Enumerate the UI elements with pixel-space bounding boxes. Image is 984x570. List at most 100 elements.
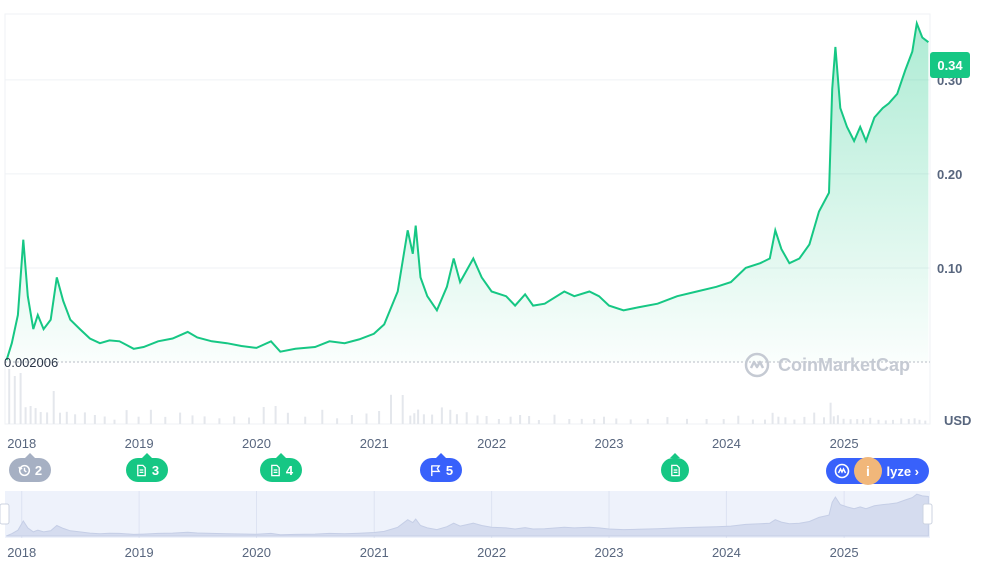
volume-bar: [83, 412, 86, 424]
volume-bar: [476, 415, 479, 424]
coinmarketcap-logo-icon: [744, 352, 770, 378]
volume-bar: [191, 415, 194, 424]
x-tick-label: 2025: [830, 436, 859, 451]
event-badge[interactable]: 2: [9, 453, 51, 482]
coinmarketcap-logo-icon: [834, 463, 850, 479]
volume-bar: [321, 409, 324, 424]
volume-bar: [401, 395, 404, 424]
start-price-label: 0.002006: [4, 355, 58, 370]
volume-bar: [777, 416, 780, 424]
volume-bar: [686, 418, 688, 424]
flag-icon: [429, 464, 442, 477]
navigator-area: [6, 493, 929, 537]
volume-bar: [907, 419, 910, 424]
volume-bar: [771, 412, 774, 424]
navigator-x-tick-label: 2018: [7, 545, 36, 560]
navigator-x-tick-label: 2022: [477, 545, 506, 560]
navigator-x-tick-label: 2020: [242, 545, 271, 560]
volume-bar: [924, 420, 927, 424]
volume-bar: [913, 418, 916, 424]
volume-bar: [646, 418, 649, 424]
volume-bar: [842, 418, 845, 424]
info-dot[interactable]: i: [854, 457, 882, 485]
volume-bar: [892, 419, 894, 424]
x-tick-label: 2023: [595, 436, 624, 451]
volume-bar: [74, 414, 77, 424]
x-tick-label: 2020: [242, 436, 271, 451]
volume-bar: [784, 417, 787, 425]
x-tick-label: 2022: [477, 436, 506, 451]
currency-label: USD: [944, 413, 972, 428]
volume-bar: [262, 407, 265, 424]
current-price-label: 0.34: [930, 52, 970, 78]
volume-bar: [103, 416, 106, 424]
x-tick-label: 2018: [7, 436, 36, 451]
volume-bar: [431, 414, 434, 424]
volume-bar: [793, 419, 796, 424]
start-price-value: 0.002006: [4, 355, 59, 370]
volume-bar: [862, 419, 865, 424]
volume-bar: [39, 412, 42, 424]
info-dot-label: i: [866, 463, 870, 479]
volume-bar: [836, 415, 839, 424]
volume-bar: [918, 419, 921, 425]
volume-bar: [336, 418, 339, 424]
volume-bar: [737, 415, 740, 424]
volume-bar: [378, 411, 381, 424]
volume-bar: [137, 416, 140, 424]
volume-bar: [350, 415, 353, 424]
volume-bar: [440, 407, 443, 424]
event-badge[interactable]: [661, 453, 689, 482]
volume-bar: [46, 412, 49, 424]
volume-bar: [722, 419, 725, 424]
navigator-x-tick-label: 2021: [360, 545, 389, 560]
price-area: [6, 23, 929, 363]
volume-bar: [390, 394, 392, 424]
volume-bar: [568, 419, 571, 424]
document-icon: [269, 464, 282, 477]
volume-bar: [248, 417, 250, 424]
volume-bar: [286, 412, 289, 424]
event-badge[interactable]: 5: [420, 453, 462, 482]
volume-bar: [519, 415, 522, 424]
volume-bar: [449, 409, 452, 425]
volume-bar: [509, 416, 512, 424]
analyze-button-label: lyze ›: [886, 463, 919, 479]
volume-bar: [485, 416, 488, 424]
navigator-right-handle[interactable]: [922, 503, 933, 525]
volume-bar: [593, 419, 596, 424]
volume-bar: [59, 412, 61, 424]
navigator-x-tick-label: 2019: [125, 545, 154, 560]
volume-bar: [553, 414, 556, 424]
volume-bar: [900, 418, 903, 424]
volume-bar: [869, 417, 872, 424]
volume-bar: [603, 416, 605, 424]
volume-bar: [615, 418, 618, 424]
volume-bar: [705, 419, 708, 424]
volume-bar: [764, 419, 766, 424]
volume-bar: [856, 419, 859, 424]
volume-bar: [13, 376, 16, 424]
volume-bar: [455, 414, 458, 424]
event-badge[interactable]: 4: [260, 453, 302, 482]
volume-bar: [19, 373, 22, 424]
watermark-text: CoinMarketCap: [778, 354, 911, 375]
volume-bar: [629, 419, 632, 424]
volume-bar: [422, 414, 425, 424]
volume-bar: [113, 419, 116, 424]
volume-bar: [164, 416, 167, 424]
volume-bar: [29, 406, 32, 424]
volume-bar: [803, 416, 806, 424]
volume-bar: [179, 412, 182, 424]
volume-bar: [813, 412, 816, 424]
history-icon: [18, 464, 31, 477]
volume-bar: [149, 409, 152, 424]
navigator-left-handle[interactable]: [0, 503, 10, 525]
volume-bar: [884, 420, 887, 424]
event-badge[interactable]: 3: [126, 453, 168, 482]
volume-bar: [537, 420, 540, 424]
price-line: [5, 19, 930, 361]
volume-bar: [304, 416, 307, 424]
volume-bar: [203, 416, 206, 424]
volume-bar: [65, 411, 68, 424]
